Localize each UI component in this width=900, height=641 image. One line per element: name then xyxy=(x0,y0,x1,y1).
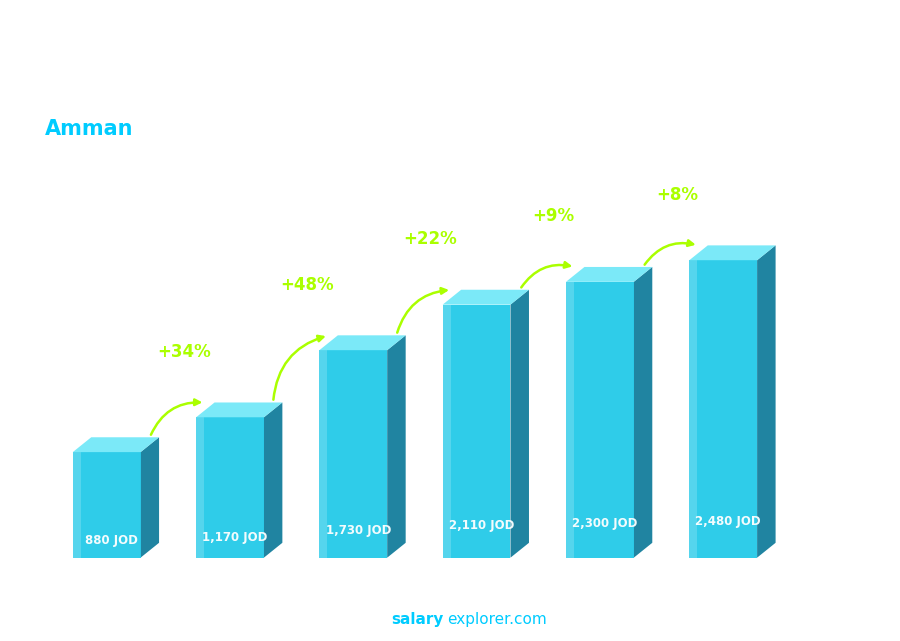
Text: explorer.com: explorer.com xyxy=(447,612,547,627)
FancyArrowPatch shape xyxy=(521,262,570,287)
Bar xyxy=(196,417,264,558)
Text: 2,110 JOD: 2,110 JOD xyxy=(449,519,514,533)
Bar xyxy=(443,304,451,558)
Text: 2,480 JOD: 2,480 JOD xyxy=(696,515,760,528)
Bar xyxy=(443,304,510,558)
Bar xyxy=(320,350,328,558)
Text: Average Monthly Salary: Average Monthly Salary xyxy=(880,301,893,442)
Bar xyxy=(196,417,204,558)
Bar xyxy=(689,260,698,558)
FancyArrowPatch shape xyxy=(644,240,693,265)
Polygon shape xyxy=(566,267,652,282)
Text: +8%: +8% xyxy=(656,186,698,204)
Polygon shape xyxy=(510,290,529,558)
Bar xyxy=(73,452,81,558)
Bar xyxy=(73,452,140,558)
Polygon shape xyxy=(387,335,406,558)
Polygon shape xyxy=(757,246,776,558)
FancyArrowPatch shape xyxy=(274,336,323,400)
Text: +9%: +9% xyxy=(533,207,575,226)
Polygon shape xyxy=(264,403,283,558)
Bar xyxy=(320,350,387,558)
FancyArrowPatch shape xyxy=(397,288,446,333)
Polygon shape xyxy=(443,290,529,304)
Text: +48%: +48% xyxy=(280,276,334,294)
Polygon shape xyxy=(689,246,776,260)
Bar xyxy=(566,282,574,558)
Text: Salary Comparison By Experience: Salary Comparison By Experience xyxy=(45,16,728,50)
Text: 880 JOD: 880 JOD xyxy=(86,534,138,547)
Polygon shape xyxy=(140,437,159,558)
Text: +22%: +22% xyxy=(403,230,457,248)
Text: 2,300 JOD: 2,300 JOD xyxy=(572,517,637,530)
Polygon shape xyxy=(634,267,652,558)
FancyArrowPatch shape xyxy=(151,399,200,435)
Bar xyxy=(566,282,634,558)
Text: Amman: Amman xyxy=(45,119,133,138)
Polygon shape xyxy=(73,437,159,452)
Text: 1,730 JOD: 1,730 JOD xyxy=(326,524,391,537)
Text: 1,170 JOD: 1,170 JOD xyxy=(202,531,267,544)
Bar xyxy=(689,260,757,558)
Text: Engineer: Engineer xyxy=(45,80,138,100)
Polygon shape xyxy=(320,335,406,350)
Text: +34%: +34% xyxy=(157,343,211,361)
Text: salary: salary xyxy=(392,612,444,627)
Polygon shape xyxy=(196,403,283,417)
